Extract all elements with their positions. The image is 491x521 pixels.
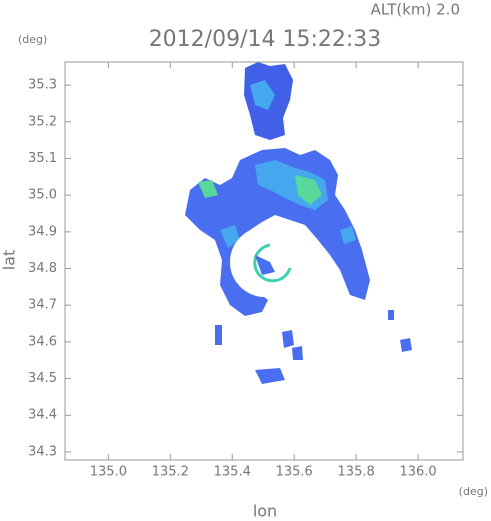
- x-tick-label: 135.8: [338, 465, 375, 480]
- y-tick-label: 35.0: [28, 188, 57, 203]
- y-unit: (deg): [18, 33, 47, 46]
- plot-frame: [64, 61, 464, 461]
- x-tick-label: 136.0: [399, 465, 436, 480]
- y-tick-label: 35.1: [28, 151, 57, 166]
- chart-title: 2012/09/14 15:22:33: [149, 27, 382, 52]
- y-tick-label: 34.9: [28, 224, 57, 239]
- altitude-label: ALT(km) 2.0: [371, 1, 460, 19]
- y-tick-label: 34.8: [28, 261, 57, 276]
- x-tick-label: 135.2: [152, 465, 189, 480]
- y-tick-label: 34.3: [28, 444, 57, 459]
- echo-field: [185, 62, 412, 384]
- y-tick-label: 34.5: [28, 371, 57, 386]
- y-axis-label: lat: [0, 250, 19, 271]
- y-tick-label: 34.4: [28, 408, 57, 423]
- x-tick-label: 135.6: [276, 465, 313, 480]
- y-tick-label: 34.6: [28, 334, 57, 349]
- y-tick-label: 35.2: [28, 114, 57, 129]
- y-tick-label: 34.7: [28, 298, 57, 313]
- x-unit: (deg): [459, 485, 488, 498]
- x-axis-label: lon: [253, 502, 277, 521]
- x-tick-label: 135.0: [90, 465, 127, 480]
- y-tick-label: 35.3: [28, 78, 57, 93]
- x-tick-label: 135.4: [214, 465, 251, 480]
